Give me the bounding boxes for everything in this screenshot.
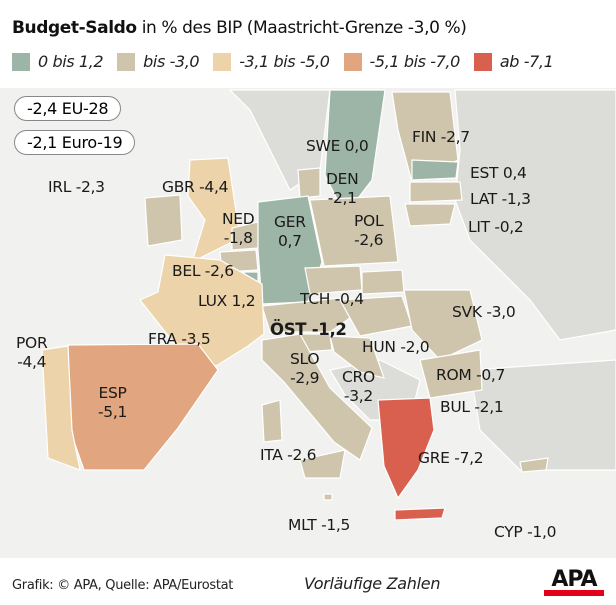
country-ita [261, 333, 373, 461]
country-cro [329, 335, 385, 379]
country-label-ita: ITA -2,6 [260, 446, 317, 464]
non-eu-land [469, 359, 616, 471]
legend-label: ab -7,1 [499, 52, 554, 71]
country-label-svk: SVK -3,0 [452, 303, 516, 321]
country-label-esp: ESP -5,1 [98, 384, 128, 421]
country-est [411, 159, 459, 181]
legend-swatch [117, 52, 136, 71]
legend-swatch [213, 52, 232, 71]
country-label-swe: SWE 0,0 [306, 137, 369, 155]
country-label-fra: FRA -3,5 [148, 330, 211, 348]
legend-label: -3,1 bis -5,0 [239, 52, 330, 71]
country-label-cyp: CYP -1,0 [494, 523, 557, 541]
country-label-lat: LAT -1,3 [470, 190, 531, 208]
non-eu-land [454, 89, 616, 341]
legend-label: bis -3,0 [143, 52, 200, 71]
country-label-bul: BUL -2,1 [440, 398, 504, 416]
euro19-badge: -2,1 Euro-19 [14, 130, 136, 155]
country-label-por: POR -4,4 [16, 334, 48, 371]
legend-swatch [473, 52, 492, 71]
source-credit: Grafik: © APA, Quelle: APA/Eurostat [12, 578, 234, 593]
country-label-den: DEN -2,1 [326, 170, 359, 207]
country-gre [377, 397, 435, 500]
country-den [297, 167, 321, 199]
country-cyp [519, 457, 549, 473]
legend-swatch [12, 52, 30, 71]
country-rom [403, 289, 483, 361]
country-label-rom: ROM -0,7 [436, 366, 506, 384]
legend-item: 0 bis 1,2 [12, 52, 104, 71]
country-label-lit: LIT -0,2 [468, 218, 524, 236]
legend-swatch [343, 52, 362, 71]
country-ita-sicily [299, 449, 346, 479]
country-label-tch: TCH -0,4 [300, 290, 364, 308]
legend-item: bis -3,0 [117, 52, 200, 71]
map-title: Budget-Saldo in % des BIP (Maastricht-Gr… [12, 18, 467, 38]
legend-label: 0 bis 1,2 [38, 52, 104, 71]
country-label-bel: BEL -2,6 [172, 262, 234, 280]
country-label-cro: CRO -3,2 [342, 368, 375, 405]
country-label-öst: ÖST -1,2 [270, 320, 347, 339]
country-label-irl: IRL -2,3 [48, 178, 105, 196]
country-pol [309, 195, 399, 267]
country-svk [361, 269, 405, 295]
country-label-pol: POL -2,6 [354, 212, 384, 249]
legend: 0 bis 1,2 bis -3,0 -3,1 bis -5,0 -5,1 bis -… [12, 52, 554, 71]
country-label-ger: GER 0,7 [274, 213, 306, 250]
legend-label: -5,1 bis -7,0 [369, 52, 461, 71]
country-por [41, 345, 81, 471]
apa-logo-text: APA [551, 567, 597, 592]
country-ita-sardinia [261, 399, 283, 443]
apa-logo: APA [544, 567, 604, 596]
country-label-mlt: MLT -1,5 [288, 516, 351, 534]
country-bul [419, 349, 483, 399]
legend-item: -3,1 bis -5,0 [213, 52, 330, 71]
country-lat [409, 181, 463, 203]
country-lit [404, 203, 456, 227]
eu28-badge: -2,4 EU-28 [14, 96, 122, 121]
preliminary-note: Vorläufige Zahlen [304, 574, 441, 593]
country-label-est: EST 0,4 [470, 164, 527, 182]
country-label-lux: LUX 1,2 [198, 292, 256, 310]
country-gre-crete [394, 507, 446, 521]
europe-map [0, 88, 616, 558]
title-rest: in % des BIP (Maastricht-Grenze -3,0 %) [136, 18, 467, 38]
country-label-ned: NED -1,8 [222, 210, 255, 247]
country-label-slo: SLO -2,9 [290, 350, 320, 387]
legend-item: -5,1 bis -7,0 [343, 52, 461, 71]
title-bold: Budget-Saldo [12, 18, 137, 38]
country-label-gbr: GBR -4,4 [162, 178, 229, 196]
country-fra [139, 254, 265, 367]
country-ost [261, 297, 351, 333]
legend-item: ab -7,1 [473, 52, 554, 71]
country-irl [144, 194, 183, 247]
country-label-fin: FIN -2,7 [412, 128, 470, 146]
country-label-hun: HUN -2,0 [362, 338, 430, 356]
country-label-gre: GRE -7,2 [418, 449, 484, 467]
country-mlt [323, 493, 333, 501]
